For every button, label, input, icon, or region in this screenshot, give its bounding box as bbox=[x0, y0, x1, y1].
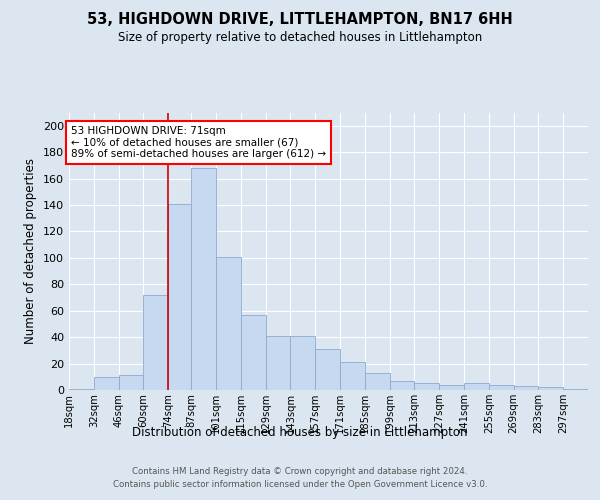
Text: Size of property relative to detached houses in Littlehampton: Size of property relative to detached ho… bbox=[118, 31, 482, 44]
Y-axis label: Number of detached properties: Number of detached properties bbox=[25, 158, 37, 344]
Bar bbox=[464, 384, 489, 390]
Bar bbox=[538, 388, 563, 390]
Bar bbox=[216, 256, 241, 390]
Bar bbox=[340, 362, 365, 390]
Text: Contains public sector information licensed under the Open Government Licence v3: Contains public sector information licen… bbox=[113, 480, 487, 489]
Bar bbox=[143, 295, 168, 390]
Bar bbox=[94, 377, 119, 390]
Bar bbox=[563, 388, 588, 390]
Bar bbox=[191, 168, 216, 390]
Bar bbox=[119, 376, 143, 390]
Bar bbox=[415, 384, 439, 390]
Bar bbox=[365, 373, 389, 390]
Bar bbox=[389, 381, 415, 390]
Bar bbox=[69, 388, 94, 390]
Bar bbox=[489, 384, 514, 390]
Bar bbox=[168, 204, 191, 390]
Text: Contains HM Land Registry data © Crown copyright and database right 2024.: Contains HM Land Registry data © Crown c… bbox=[132, 468, 468, 476]
Bar bbox=[266, 336, 290, 390]
Bar bbox=[514, 386, 538, 390]
Bar bbox=[241, 314, 266, 390]
Text: 53 HIGHDOWN DRIVE: 71sqm
← 10% of detached houses are smaller (67)
89% of semi-d: 53 HIGHDOWN DRIVE: 71sqm ← 10% of detach… bbox=[71, 126, 326, 159]
Bar bbox=[439, 384, 464, 390]
Text: 53, HIGHDOWN DRIVE, LITTLEHAMPTON, BN17 6HH: 53, HIGHDOWN DRIVE, LITTLEHAMPTON, BN17 … bbox=[87, 12, 513, 28]
Bar bbox=[290, 336, 315, 390]
Text: Distribution of detached houses by size in Littlehampton: Distribution of detached houses by size … bbox=[132, 426, 468, 439]
Bar bbox=[315, 349, 340, 390]
